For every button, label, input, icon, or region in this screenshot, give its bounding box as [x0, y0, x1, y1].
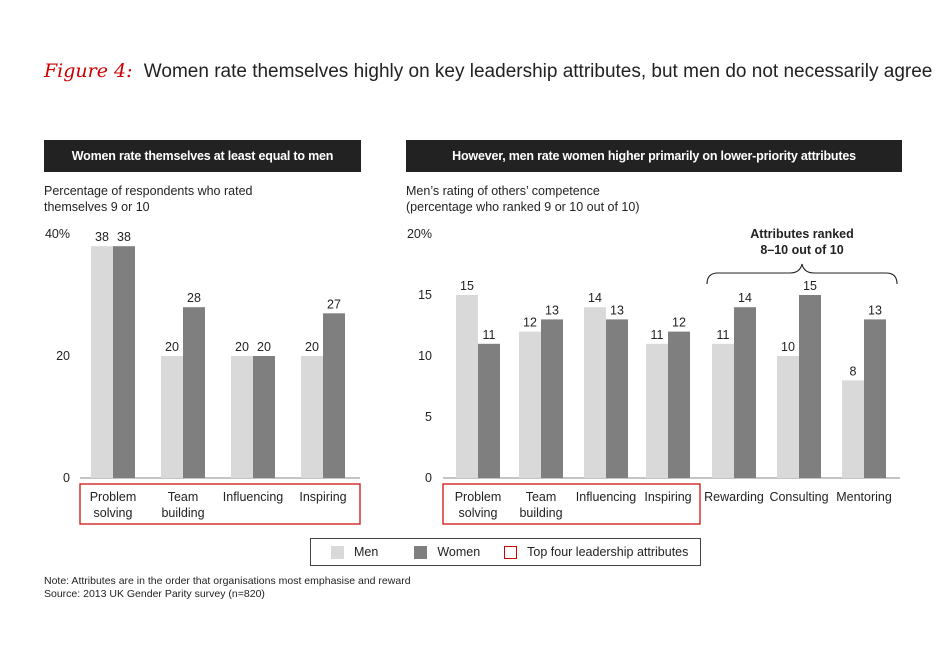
data-label: 38: [117, 230, 131, 244]
annotation-bracket: [706, 263, 898, 285]
y-tick-label: 5: [425, 410, 432, 424]
y-tick-label: 0: [63, 471, 70, 485]
y-tick-label: 15: [418, 288, 432, 302]
data-label: 12: [523, 316, 537, 330]
bar-men-inspiring: [301, 356, 323, 478]
bar-men-rewarding: [712, 343, 734, 478]
data-label: 20: [165, 340, 179, 354]
y-tick-label: 10: [418, 349, 432, 363]
category-label: Mentoring: [836, 490, 892, 504]
bar-women-problem-solving: [113, 246, 135, 478]
category-label: Inspiring: [644, 490, 691, 504]
right-ylabel-line: Men’s rating of others’ competence: [406, 184, 600, 198]
left-panel-banner: Women rate themselves at least equal to …: [44, 140, 361, 172]
category-label: Consulting: [769, 490, 828, 504]
legend-swatch-highlight: [504, 545, 518, 559]
legend-label-men: Men: [354, 545, 379, 559]
bar-women-problem-solving: [478, 343, 500, 478]
category-label: Problem: [455, 490, 502, 504]
category-label: Team: [526, 490, 557, 504]
legend-swatch-women: [414, 545, 428, 559]
bar-men-mentoring: [842, 380, 864, 478]
bar-men-problem-solving: [456, 295, 478, 478]
right-panel-ylabel: Men’s rating of others’ competence (perc…: [406, 183, 639, 215]
bar-women-mentoring: [864, 319, 886, 478]
figure-heading: Women rate themselves highly on key lead…: [143, 61, 933, 82]
category-label: solving: [94, 506, 133, 520]
category-label: building: [161, 506, 204, 520]
category-label: Influencing: [576, 490, 637, 504]
top-four-highlight-box: [442, 483, 701, 525]
annotation-text: 8–10 out of 10: [760, 243, 843, 257]
annotation-text: Attributes ranked: [750, 227, 854, 241]
left-ylabel-line: Percentage of respondents who rated: [44, 184, 253, 198]
bar-men-influencing: [231, 356, 253, 478]
category-label: building: [519, 506, 562, 520]
data-label: 20: [257, 340, 271, 354]
y-tick-label: 40%: [45, 227, 70, 241]
bar-women-inspiring: [323, 313, 345, 478]
bar-men-problem-solving: [91, 246, 113, 478]
data-label: 14: [738, 291, 752, 305]
data-label: 11: [717, 328, 730, 342]
data-label: 13: [868, 303, 882, 317]
data-label: 11: [651, 328, 664, 342]
right-ylabel-line: (percentage who ranked 9 or 10 out of 10…: [406, 200, 640, 214]
data-label: 10: [781, 340, 795, 354]
bar-women-influencing: [253, 356, 275, 478]
footnotes: Note: Attributes are in the order that o…: [44, 575, 411, 600]
category-label: solving: [459, 506, 498, 520]
legend-item-highlight: Top four leadership attributes: [504, 545, 688, 559]
bar-men-team-building: [519, 331, 541, 478]
figure-title: Figure 4: Women rate themselves highly o…: [44, 60, 932, 83]
bar-women-inspiring: [668, 331, 690, 478]
data-label: 15: [803, 279, 817, 293]
category-label: Team: [168, 490, 199, 504]
data-label: 13: [545, 303, 559, 317]
note-text: Note: Attributes are in the order that o…: [44, 575, 411, 587]
bar-men-consulting: [777, 356, 799, 478]
left-ylabel-line: themselves 9 or 10: [44, 200, 150, 214]
category-label: Rewarding: [704, 490, 764, 504]
figure-label: Figure 4:: [44, 60, 133, 82]
bar-men-team-building: [161, 356, 183, 478]
data-label: 8: [850, 364, 857, 378]
legend-item-men: Men: [331, 545, 378, 559]
data-label: 38: [95, 230, 109, 244]
category-label: Inspiring: [299, 490, 346, 504]
top-four-highlight-box: [79, 483, 361, 525]
data-label: 13: [610, 303, 624, 317]
data-label: 28: [187, 291, 201, 305]
data-label: 27: [327, 297, 341, 311]
bar-men-inspiring: [646, 343, 668, 478]
left-panel-ylabel: Percentage of respondents who rated them…: [44, 183, 252, 215]
y-tick-label: 0: [425, 471, 432, 485]
category-label: Influencing: [223, 490, 284, 504]
bar-women-rewarding: [734, 307, 756, 478]
bar-women-consulting: [799, 295, 821, 478]
legend-label-highlight: Top four leadership attributes: [527, 545, 689, 559]
data-label: 20: [305, 340, 319, 354]
data-label: 11: [483, 328, 496, 342]
right-panel-banner: However, men rate women higher primarily…: [406, 140, 902, 172]
y-tick-label: 20: [56, 349, 70, 363]
bar-men-influencing: [584, 307, 606, 478]
data-label: 14: [588, 291, 602, 305]
chart-legend: Men Women Top four leadership attributes: [310, 538, 701, 566]
bar-women-team-building: [541, 319, 563, 478]
data-label: 15: [460, 279, 474, 293]
data-label: 12: [672, 316, 686, 330]
legend-swatch-men: [331, 545, 344, 559]
bar-women-influencing: [606, 319, 628, 478]
legend-label-women: Women: [437, 545, 481, 559]
bar-women-team-building: [183, 307, 205, 478]
legend-item-women: Women: [414, 545, 480, 559]
y-tick-label: 20%: [407, 227, 432, 241]
data-label: 20: [235, 340, 249, 354]
category-label: Problem: [90, 490, 137, 504]
source-text: Source: 2013 UK Gender Parity survey (n=…: [44, 587, 265, 600]
